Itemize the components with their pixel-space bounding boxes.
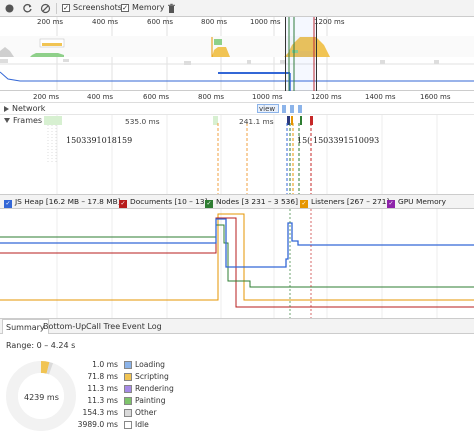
legend-swatch (124, 409, 132, 417)
overview-graph (0, 17, 474, 91)
network-request[interactable] (298, 105, 302, 113)
expand-icon (4, 105, 9, 112)
ruler-tick: 600 ms (143, 93, 170, 101)
summary-row-painting: 11.3 ms Painting (87, 396, 166, 405)
ruler-tick: 200 ms (33, 93, 60, 101)
js-heap-line (0, 218, 474, 268)
checkbox-icon[interactable]: ✓ (387, 200, 395, 208)
network-track-label[interactable]: Network (4, 104, 45, 113)
legend-swatch (124, 373, 132, 381)
checkbox-icon[interactable]: ✓ (119, 200, 127, 208)
legend-swatch (124, 385, 132, 393)
summary-row-loading: 1.0 ms Loading (92, 360, 165, 369)
tab-bottom-up[interactable]: Bottom-Up (43, 322, 87, 331)
network-request[interactable] (282, 105, 286, 113)
checkbox-icon[interactable]: ✓ (4, 200, 12, 208)
record-icon[interactable] (4, 3, 15, 14)
screenshots-label: Screenshots (73, 3, 122, 12)
legend-swatch (124, 421, 132, 429)
summary-row-rendering: 11.3 ms Rendering (87, 384, 174, 393)
ruler-tick: 400 ms (87, 93, 114, 101)
network-request[interactable] (290, 105, 294, 113)
bottom-tabs: Summary Bottom-Up Call Tree Event Log (0, 318, 474, 334)
clear-icon[interactable] (40, 3, 51, 14)
ruler-tick: 1600 ms (420, 93, 451, 101)
overview-tick: 600 ms (147, 18, 174, 26)
timeline-ruler: 200 ms 400 ms 600 ms 800 ms 1000 ms 1200… (0, 91, 474, 103)
tab-call-tree[interactable]: Call Tree (86, 322, 121, 331)
documents-line (0, 217, 474, 308)
summary-donut (6, 361, 76, 431)
ruler-tick: 800 ms (198, 93, 225, 101)
tab-summary[interactable]: Summary (2, 319, 49, 334)
range-text: Range: 0 – 4.24 s (6, 341, 76, 350)
legend-swatch (124, 361, 132, 369)
trash-icon[interactable] (166, 3, 177, 14)
ruler-tick: 1200 ms (311, 93, 342, 101)
summary-panel: Range: 0 – 4.24 s 4239 ms 1.0 ms Loading… (0, 334, 474, 437)
overview-tick: 400 ms (92, 18, 119, 26)
frame-id: 1503391018159 (66, 136, 133, 145)
checkbox-icon[interactable]: ✓ (205, 200, 213, 208)
memory-counters-graph[interactable] (0, 209, 474, 318)
reload-icon[interactable] (22, 3, 33, 14)
frame-duration[interactable]: 241.1 ms (239, 117, 274, 126)
summary-row-idle: 3989.0 ms Idle (77, 420, 149, 429)
summary-row-scripting: 71.8 ms Scripting (87, 372, 169, 381)
network-request[interactable]: view (257, 104, 279, 113)
flame-chart (44, 103, 438, 194)
overview-tick: 1200 ms (314, 18, 345, 26)
tab-event-log[interactable]: Event Log (122, 322, 162, 331)
frame-id: 15( (297, 136, 311, 145)
listeners-line (0, 213, 474, 301)
frames-track-label[interactable]: Frames (4, 116, 42, 125)
legend-swatch (124, 397, 132, 405)
collapse-icon (4, 118, 10, 123)
network-track[interactable]: Network view (0, 103, 474, 115)
summary-row-other: 154.3 ms Other (82, 408, 157, 417)
legend-documents[interactable]: ✓ Documents [10 – 13] (119, 197, 208, 208)
overview-tick: 800 ms (201, 18, 228, 26)
screenshots-checkbox[interactable]: ✓ (62, 4, 70, 12)
toolbar: ✓ Screenshots ✓ Memory (0, 0, 474, 17)
legend-listeners[interactable]: ✓ Listeners [267 – 271] (300, 197, 390, 208)
overview-tick: 200 ms (37, 18, 64, 26)
frame-duration[interactable]: 535.0 ms (125, 117, 160, 126)
timeline-overview[interactable]: 200 ms 400 ms 600 ms 800 ms 1000 ms 1200… (0, 17, 474, 91)
frame-id: 1503391510093 (313, 136, 380, 145)
legend-nodes[interactable]: ✓ Nodes [3 231 – 3 536] (205, 197, 298, 208)
summary-total: 4239 ms (24, 393, 59, 402)
ruler-tick: 1000 ms (252, 93, 283, 101)
overview-tick: 1000 ms (250, 18, 281, 26)
nodes-line (0, 224, 474, 288)
memory-label: Memory (132, 3, 165, 12)
selection-window[interactable] (285, 17, 317, 91)
legend-gpu-memory[interactable]: ✓ GPU Memory (387, 197, 446, 208)
checkbox-icon[interactable]: ✓ (300, 200, 308, 208)
memory-checkbox[interactable]: ✓ (121, 4, 129, 12)
legend-js-heap[interactable]: ✓ JS Heap [16.2 MB – 17.8 MB] (4, 197, 121, 208)
counters-legend: ✓ JS Heap [16.2 MB – 17.8 MB] ✓ Documents … (0, 194, 474, 209)
frames-track[interactable]: Frames 535.0 ms 241.1 ms (0, 115, 474, 127)
ruler-tick: 1400 ms (365, 93, 396, 101)
